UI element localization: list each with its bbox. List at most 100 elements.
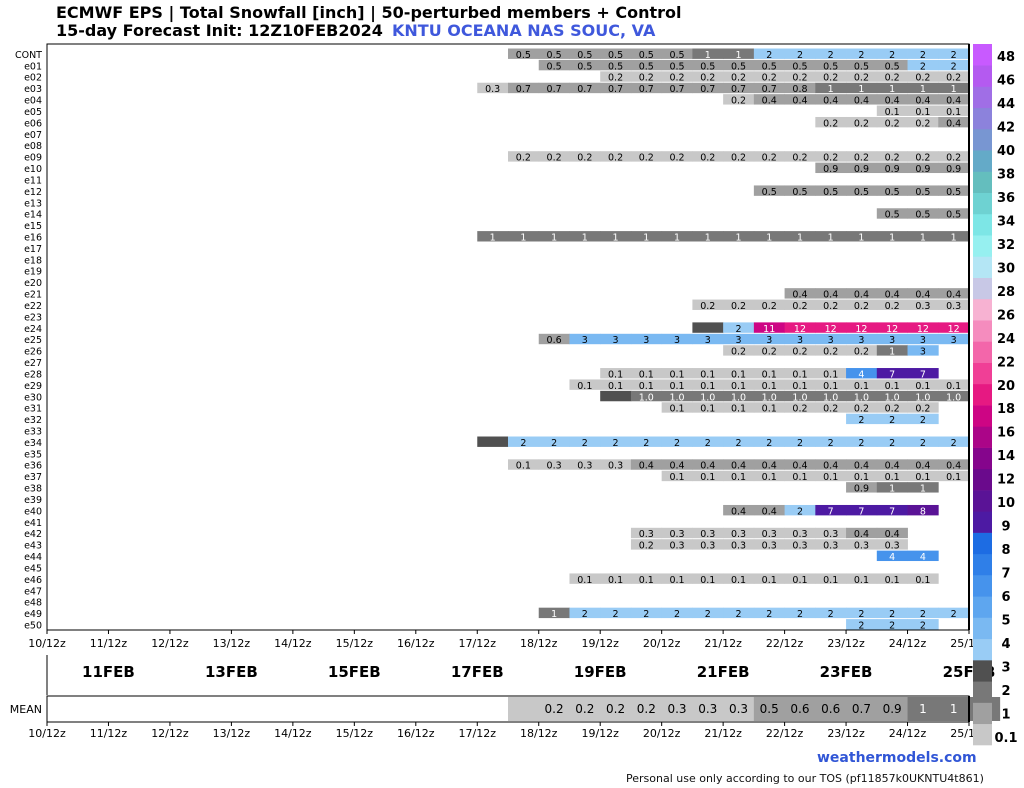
heat-cell bbox=[815, 539, 847, 550]
cell-value: 0.4 bbox=[792, 290, 807, 301]
cell-value: 0.2 bbox=[700, 73, 715, 84]
heat-cell bbox=[815, 379, 847, 390]
heat-cell bbox=[784, 48, 816, 59]
heat-cell bbox=[907, 379, 939, 390]
cell-value: 0.1 bbox=[854, 472, 869, 483]
cell-value: 0.9 bbox=[823, 164, 838, 175]
heat-cell bbox=[938, 299, 970, 310]
heat-cell bbox=[846, 71, 878, 82]
member-label: e34 bbox=[24, 438, 42, 449]
heat-cell bbox=[846, 185, 878, 196]
cell-value: 0.2 bbox=[946, 73, 961, 84]
heat-cell bbox=[630, 379, 663, 390]
heat-cell bbox=[630, 436, 663, 447]
heat-cell bbox=[538, 333, 570, 345]
cell-value: 0.4 bbox=[639, 461, 654, 472]
heat-cell bbox=[630, 231, 663, 242]
member-label: e05 bbox=[24, 107, 42, 118]
mean-x-tick-label: 20/12z bbox=[643, 727, 681, 740]
cell-value: 0.3 bbox=[915, 301, 930, 312]
cell-value: 0.4 bbox=[762, 96, 777, 107]
member-label: e25 bbox=[24, 335, 42, 346]
heat-cell bbox=[815, 299, 847, 310]
heat-cell bbox=[753, 333, 785, 345]
cell-value: 0.5 bbox=[885, 210, 900, 221]
mean-value: 0.7 bbox=[852, 702, 871, 716]
cell-value: 2 bbox=[858, 415, 864, 426]
heat-cell bbox=[815, 322, 847, 333]
cell-value: 4 bbox=[889, 552, 895, 563]
cell-value: 0.4 bbox=[762, 506, 777, 517]
heat-cell bbox=[846, 94, 878, 105]
member-label: e03 bbox=[24, 84, 42, 95]
heat-cell bbox=[630, 573, 663, 584]
cell-value: 1 bbox=[551, 609, 557, 620]
colorbar-tick-label: 14 bbox=[997, 449, 1015, 464]
cell-value: 2 bbox=[951, 50, 957, 61]
heat-cell bbox=[692, 402, 724, 413]
heat-cell bbox=[907, 390, 939, 402]
heat-cell bbox=[907, 185, 939, 196]
cell-value: 0.2 bbox=[823, 301, 838, 312]
member-label: e26 bbox=[24, 347, 42, 358]
cell-value: 3 bbox=[643, 335, 649, 346]
heat-cell bbox=[907, 288, 939, 299]
cell-value: 2 bbox=[797, 609, 803, 620]
mean-cell bbox=[630, 697, 663, 721]
cell-value: 0.4 bbox=[915, 290, 930, 301]
heat-cell bbox=[815, 48, 847, 59]
cell-value: 0.5 bbox=[915, 210, 930, 221]
heat-cell bbox=[538, 607, 570, 619]
heat-cell bbox=[569, 48, 601, 59]
cell-value: 0.1 bbox=[700, 404, 715, 415]
cell-value: 0.4 bbox=[915, 96, 930, 107]
cell-value: 12 bbox=[794, 324, 806, 335]
site-link[interactable]: weathermodels.com bbox=[817, 750, 977, 766]
cell-value: 0.1 bbox=[854, 381, 869, 392]
member-label: e50 bbox=[24, 621, 42, 632]
heat-cell bbox=[753, 436, 785, 447]
cell-value: 0.5 bbox=[792, 187, 807, 198]
heat-cell bbox=[600, 48, 632, 59]
colorbar-tick-label: 2 bbox=[1001, 684, 1010, 699]
cell-value: 2 bbox=[920, 438, 926, 449]
member-label: e30 bbox=[24, 392, 42, 403]
heat-cell bbox=[907, 151, 939, 162]
colorbar-swatch bbox=[973, 511, 992, 533]
cell-value: 0.4 bbox=[854, 529, 869, 540]
colorbar-swatch bbox=[973, 702, 992, 725]
cell-value: 2 bbox=[889, 438, 895, 449]
heat-cell bbox=[723, 333, 755, 345]
cell-value: 0.2 bbox=[731, 73, 746, 84]
heat-cell bbox=[753, 322, 785, 333]
cell-value: 0.5 bbox=[608, 61, 623, 72]
cell-value: 0.1 bbox=[885, 107, 900, 118]
cell-value: 3 bbox=[951, 335, 957, 346]
heat-cell bbox=[907, 504, 939, 516]
member-label: CONT bbox=[15, 50, 42, 61]
member-label: e33 bbox=[24, 427, 42, 438]
heat-cell bbox=[815, 82, 847, 94]
heat-cell bbox=[784, 573, 816, 584]
heat-cell bbox=[723, 71, 755, 82]
cell-value: 0.5 bbox=[547, 61, 562, 72]
cell-value: 0.4 bbox=[946, 290, 961, 301]
x-tick-label: 12/12z bbox=[151, 637, 189, 650]
member-label: e22 bbox=[24, 301, 42, 312]
mean-value: 0.3 bbox=[729, 702, 748, 716]
heat-cell bbox=[630, 527, 663, 539]
cell-value: 1 bbox=[643, 233, 649, 244]
heat-cell bbox=[876, 390, 908, 402]
cell-value: 0.1 bbox=[608, 575, 623, 586]
cell-value: 0.4 bbox=[731, 506, 746, 517]
cell-value: 2 bbox=[889, 621, 895, 632]
cell-value: 0.9 bbox=[885, 164, 900, 175]
cell-value: 12 bbox=[917, 324, 929, 335]
heat-cell bbox=[692, 527, 724, 539]
cell-value: 0.1 bbox=[823, 575, 838, 586]
cell-value: 2 bbox=[582, 438, 588, 449]
cell-value: 2 bbox=[643, 609, 649, 620]
colorbar-tick-label: 34 bbox=[997, 214, 1015, 229]
heat-cell bbox=[876, 94, 908, 105]
heat-cell bbox=[938, 470, 970, 482]
